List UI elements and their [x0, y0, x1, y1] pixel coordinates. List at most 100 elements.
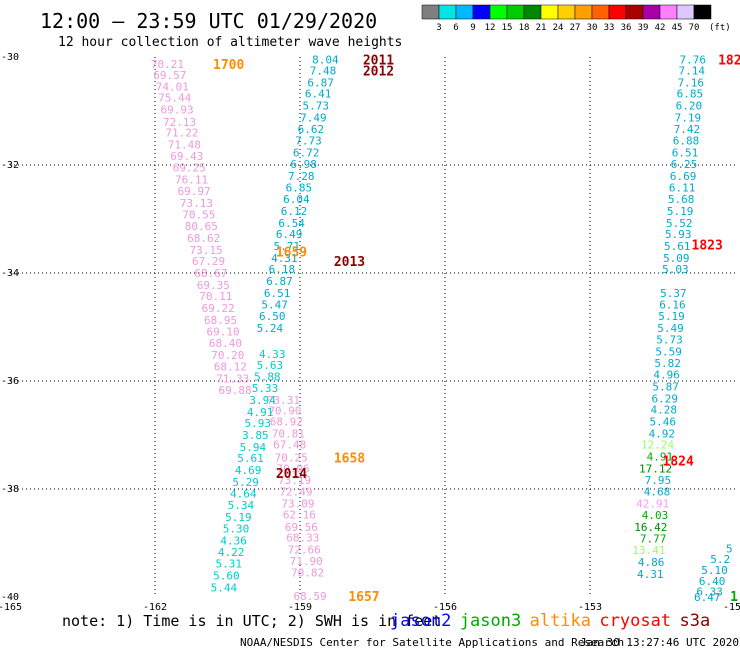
- wave-height-value: 6.85: [677, 88, 704, 101]
- y-tick-label: -32: [1, 160, 19, 171]
- wave-height-value: 4.64: [230, 487, 257, 500]
- colorbar-swatch: [523, 4, 542, 20]
- wave-height-value: 68.92: [270, 416, 303, 429]
- wave-height-value: 5.87: [652, 380, 679, 393]
- wave-height-value: 68.33: [286, 532, 319, 545]
- colorbar-label: 42: [655, 23, 666, 33]
- wave-height-value: 7.95: [645, 474, 672, 487]
- wave-height-value: 68.12: [214, 360, 247, 373]
- wave-height-value: 5.30: [223, 522, 250, 535]
- pass-time-label: 2013: [334, 255, 365, 270]
- colorbar-swatch: [472, 4, 491, 20]
- wave-height-value: 7.73: [295, 135, 322, 148]
- wave-height-value: 5.31: [216, 558, 243, 571]
- colorbar-label: 6: [453, 23, 458, 33]
- wave-height-value: 5.24: [257, 322, 284, 335]
- wave-height-value: 4.33: [259, 348, 286, 361]
- wave-height-value: 17.12: [639, 462, 672, 475]
- wave-height-value: 6.29: [651, 392, 678, 405]
- wave-height-value: 70.81: [272, 427, 305, 440]
- colorbar-label: 45: [672, 23, 683, 33]
- wave-height-value: 5.34: [228, 499, 255, 512]
- colorbar-swatch: [574, 4, 593, 20]
- x-tick-label: -162: [143, 602, 167, 613]
- colorbar-swatch: [421, 4, 440, 20]
- wave-height-value: 5.60: [213, 569, 240, 582]
- x-tick-label: -153: [578, 602, 602, 613]
- wave-height-value: 69.56: [285, 521, 318, 534]
- wave-height-value: 4.31: [271, 252, 298, 265]
- wave-height-value: 13.41: [632, 544, 665, 557]
- pass-time-label: 1658: [334, 452, 365, 467]
- axis-ticks: -165 -162 -159 -156 -153 -150 -30 -32 -34 -36 -38 -…: [0, 52, 740, 613]
- wave-height-value: 5.47: [261, 298, 288, 311]
- pass-time-label: 2014: [276, 467, 307, 482]
- wave-height-value: 70.06: [277, 462, 310, 475]
- colorbar-label: 21: [536, 23, 547, 33]
- wave-height-value: 7.19: [675, 111, 702, 124]
- wave-height-value: 6.87: [266, 275, 293, 288]
- wave-height-value: 5.49: [657, 322, 684, 335]
- wave-height-value: 42.91: [636, 498, 669, 511]
- wave-height-value: 5: [726, 542, 733, 555]
- x-tick-label: -150: [723, 602, 740, 613]
- wave-height-value: 75.44: [158, 92, 191, 105]
- colorbar-swatch: [693, 4, 712, 20]
- pass-time-label: 1659: [276, 245, 307, 260]
- wave-height-value: 6.41: [305, 88, 332, 101]
- colorbar-label: 39: [638, 23, 649, 33]
- wave-height-value: 71.90: [290, 555, 323, 568]
- colorbar-swatch: [506, 4, 525, 20]
- wave-height-value: 6.85: [286, 182, 313, 195]
- wave-height-value: 72.13: [163, 116, 196, 129]
- wave-height-value: 69.93: [161, 103, 194, 116]
- wave-height-value: 7.76: [680, 54, 707, 67]
- wave-height-value: 73.15: [190, 244, 223, 257]
- wave-height-value: 4.28: [651, 404, 678, 417]
- wave-height-value: 6.51: [672, 147, 699, 160]
- wave-height-value: 68.59: [293, 590, 326, 603]
- wave-height-value: 6.18: [269, 263, 296, 276]
- y-tick-label: -40: [1, 592, 19, 603]
- wave-height-value: 71.33: [216, 372, 249, 385]
- wave-height-value: 67.48: [273, 439, 306, 452]
- colorbar-label: 18: [519, 23, 530, 33]
- wave-height-value: 7.28: [288, 170, 315, 183]
- wave-height-value: 73.13: [180, 197, 213, 210]
- wave-height-value: 4.36: [220, 534, 247, 547]
- wave-height-value: 16.42: [634, 521, 667, 534]
- wave-height-value: 62.16: [283, 508, 316, 521]
- wave-height-value: 4.03: [642, 509, 669, 522]
- colorbar-swatch: [625, 4, 644, 20]
- colorbar-swatch: [676, 4, 695, 20]
- wave-height-value: 5.61: [237, 452, 264, 465]
- wave-height-value: 7.16: [678, 76, 705, 89]
- x-tick-label: -159: [288, 602, 312, 613]
- pass-time-label: 1657: [348, 590, 379, 605]
- wave-height-value: 6.04: [283, 193, 310, 206]
- colorbar-label: 30: [587, 23, 598, 33]
- y-tick-label: -34: [1, 268, 19, 279]
- wave-height-value: 6.12: [281, 205, 308, 218]
- colorbar-swatch: [557, 4, 576, 20]
- wave-height-value: 4.92: [649, 427, 676, 440]
- wave-height-value: 7.14: [679, 65, 706, 78]
- wave-height-value: 5.2: [710, 553, 730, 566]
- wave-height-value: 73.19: [278, 474, 311, 487]
- wave-height-value: 71.48: [168, 138, 201, 151]
- satellite-jason3: jason3: [460, 611, 521, 631]
- colorbar-swatch: [659, 4, 678, 20]
- wave-height-value: 5.93: [665, 228, 692, 241]
- wave-height-value: 6.54: [278, 217, 305, 230]
- wave-height-value: 6.98: [290, 158, 317, 171]
- chart-grid: [10, 57, 735, 597]
- pass-time-label: 2012: [363, 65, 394, 80]
- wave-height-value: 5.59: [655, 345, 682, 358]
- x-tick-label: -156: [433, 602, 457, 613]
- wave-height-value: 6.49: [276, 228, 303, 241]
- wave-height-value: 6.33: [696, 586, 723, 599]
- wave-height-value: 76.11: [175, 174, 208, 187]
- wave-height-value: 68.95: [204, 314, 237, 327]
- wave-height-value: 5.29: [232, 476, 259, 489]
